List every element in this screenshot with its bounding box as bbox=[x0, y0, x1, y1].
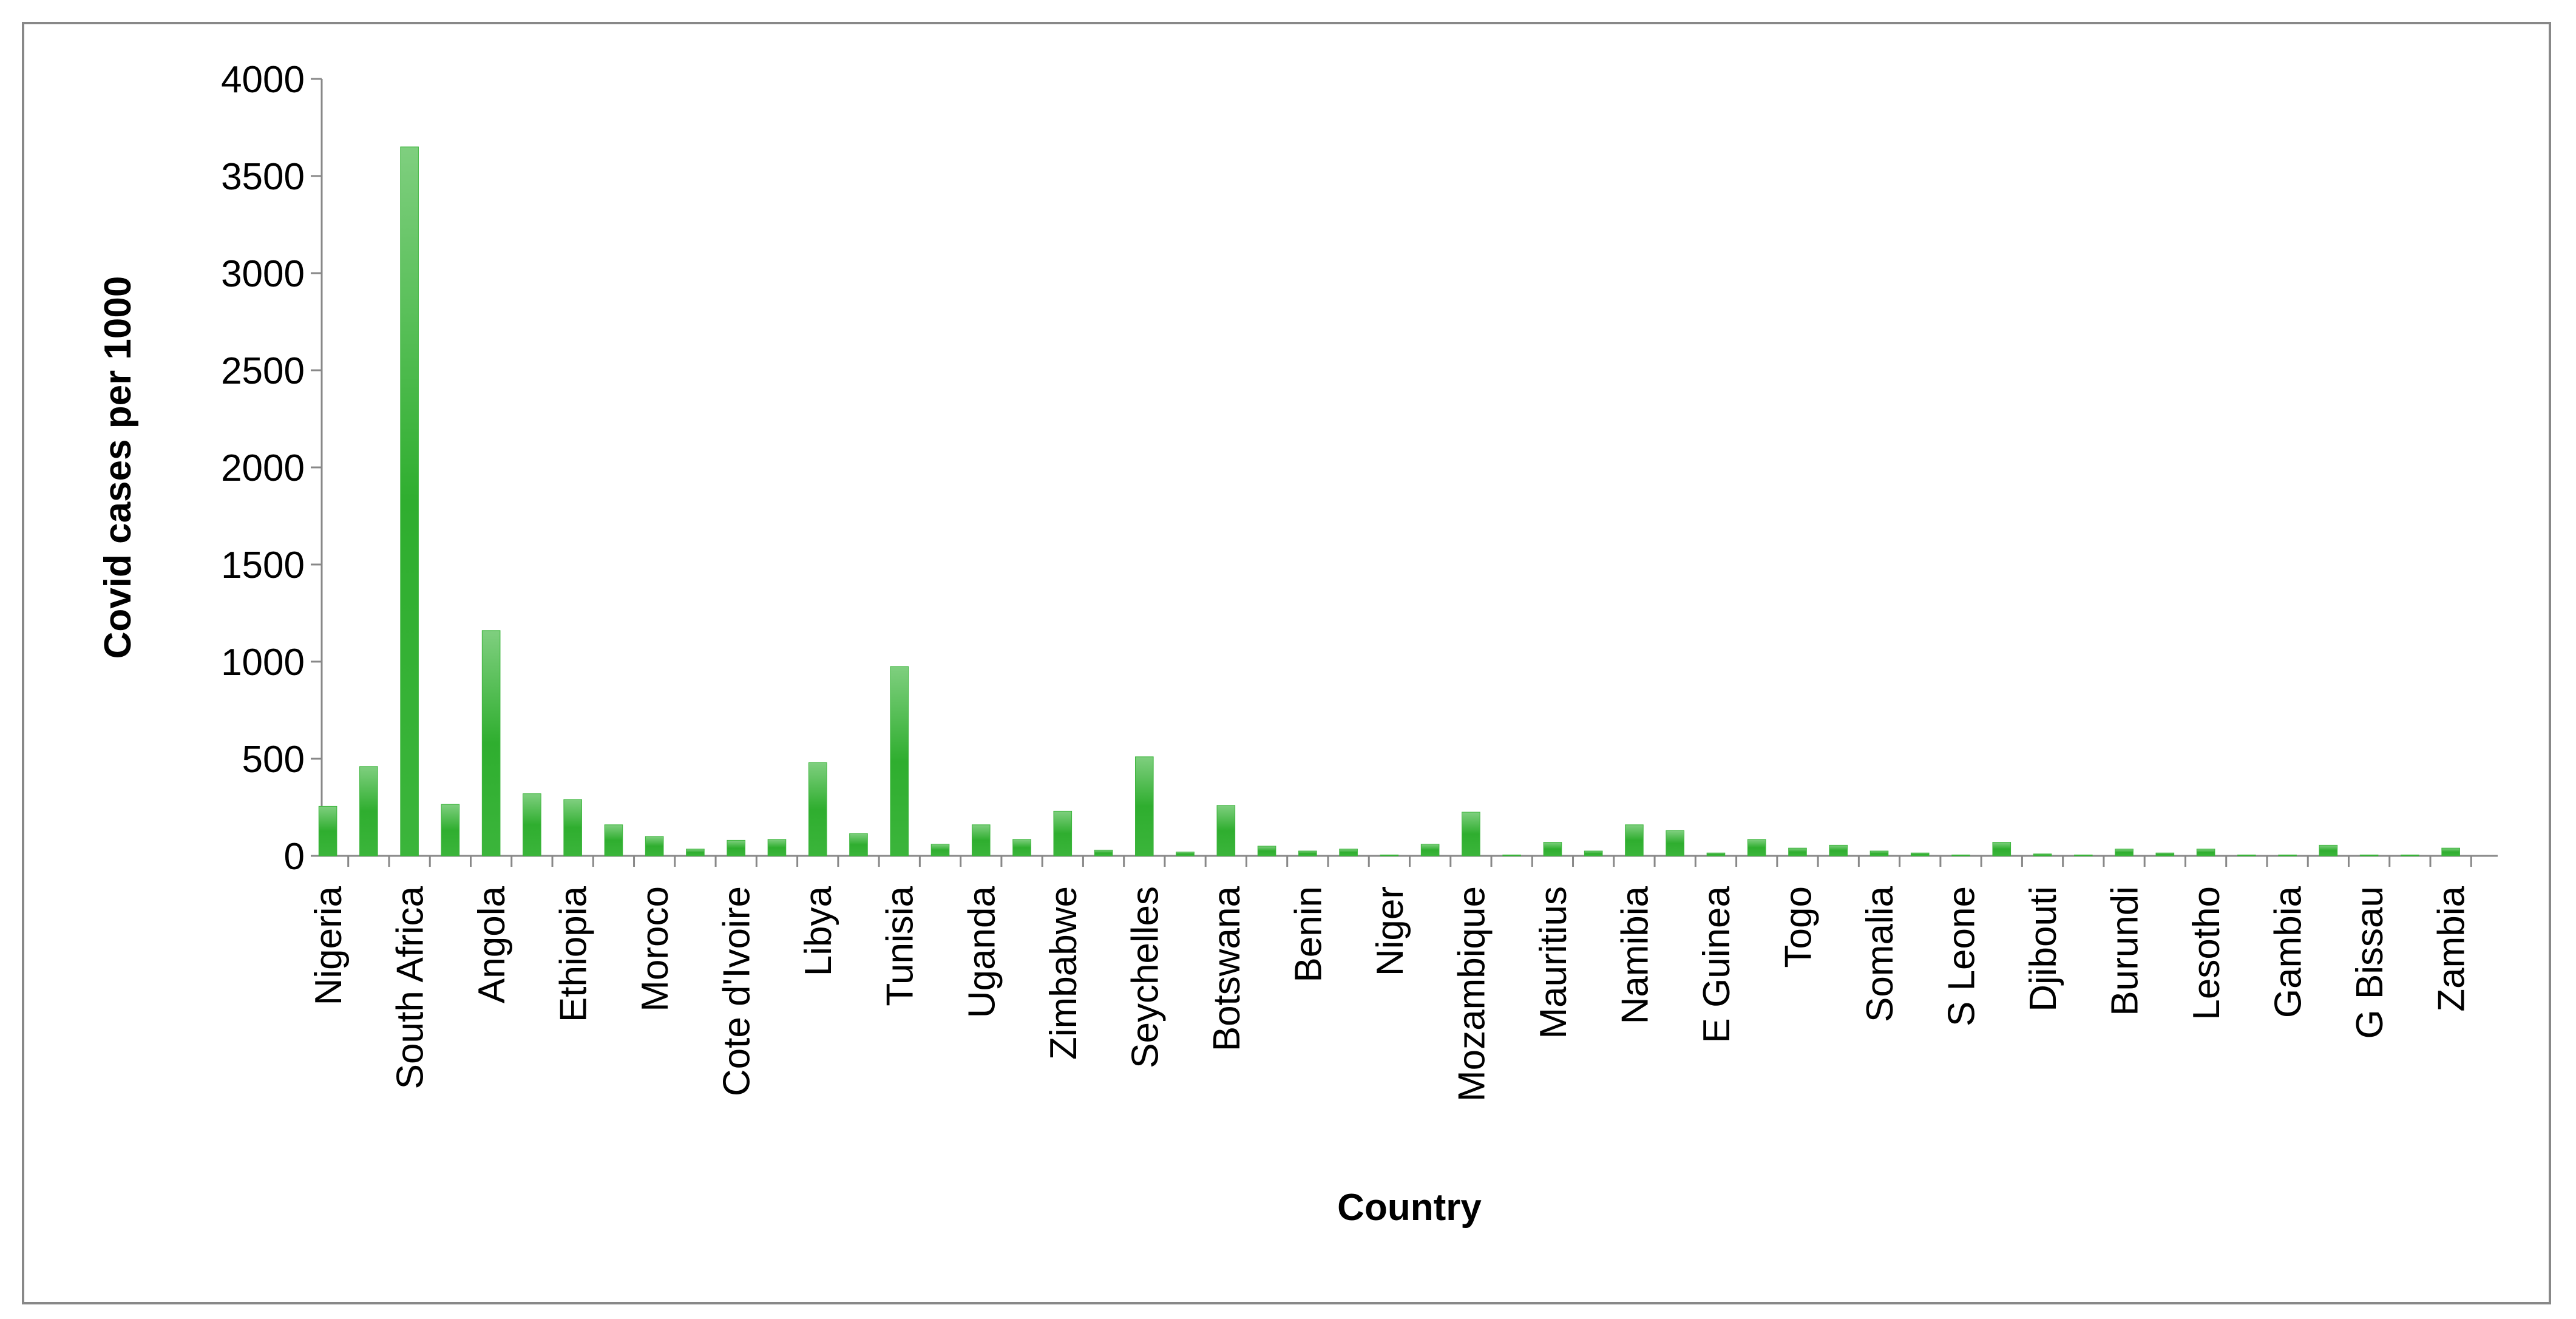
y-tick-label: 500 bbox=[242, 739, 305, 781]
bar bbox=[1135, 756, 1154, 856]
bar bbox=[930, 844, 950, 856]
bar bbox=[890, 666, 909, 856]
x-axis-title: Country bbox=[1337, 1187, 1482, 1229]
y-tick-label: 1000 bbox=[221, 642, 305, 683]
bar bbox=[1666, 830, 1684, 856]
bar bbox=[971, 824, 991, 856]
x-tick-label: E Guinea bbox=[1696, 886, 1738, 1043]
bar bbox=[1257, 846, 1276, 856]
x-tick-label: Tunisia bbox=[880, 886, 921, 1006]
bar bbox=[2196, 849, 2215, 856]
bar bbox=[1543, 842, 1562, 856]
x-tick-label: Burundi bbox=[2104, 886, 2146, 1016]
bar bbox=[523, 793, 541, 856]
bar bbox=[1053, 810, 1073, 856]
x-tick-label: Somalia bbox=[1859, 886, 1901, 1022]
x-tick-label: Mauritius bbox=[1533, 886, 1574, 1039]
bar bbox=[1094, 849, 1113, 856]
bar bbox=[2359, 854, 2379, 856]
x-tick-label: Ethiopia bbox=[553, 886, 595, 1022]
bar bbox=[1380, 854, 1399, 856]
bar bbox=[604, 824, 623, 856]
x-tick-label: Nigeria bbox=[308, 886, 350, 1005]
x-tick-label: Togo bbox=[1777, 886, 1819, 968]
bar bbox=[1462, 812, 1480, 856]
x-tick-label: Moroco bbox=[634, 886, 676, 1012]
bar bbox=[2401, 854, 2419, 856]
bar bbox=[1992, 842, 2012, 856]
bar bbox=[1910, 852, 1930, 856]
bar bbox=[849, 833, 868, 856]
bar bbox=[1584, 850, 1603, 856]
y-tick-label: 1500 bbox=[221, 544, 305, 586]
x-tick-label: Angola bbox=[471, 886, 513, 1003]
bar bbox=[1869, 850, 1889, 856]
bar bbox=[686, 849, 705, 856]
bar bbox=[1339, 849, 1358, 856]
bar bbox=[1298, 850, 1317, 856]
bar bbox=[563, 799, 582, 856]
y-tick-label: 4000 bbox=[221, 59, 305, 101]
y-tick-label: 2000 bbox=[221, 447, 305, 489]
bar bbox=[1012, 839, 1031, 856]
bar bbox=[1747, 839, 1766, 856]
bar bbox=[1829, 844, 1848, 856]
x-tick-label: Djibouti bbox=[2022, 886, 2064, 1012]
bar bbox=[2441, 847, 2460, 856]
bar bbox=[1420, 844, 1440, 856]
x-tick-label: Uganda bbox=[961, 886, 1003, 1018]
y-tick-label: 2500 bbox=[221, 350, 305, 392]
x-tick-label: Zimbabwe bbox=[1043, 886, 1085, 1060]
bar bbox=[2155, 852, 2175, 856]
x-tick-label: Cote d'Ivoire bbox=[716, 886, 758, 1096]
bar bbox=[1706, 852, 1726, 856]
x-tick-label: Libya bbox=[798, 886, 839, 976]
chart-frame bbox=[22, 22, 2551, 1304]
x-tick-label: Namibia bbox=[1614, 886, 1656, 1024]
x-tick-label: Gambia bbox=[2268, 886, 2310, 1018]
bar bbox=[2033, 853, 2052, 856]
bar bbox=[2074, 854, 2093, 856]
bar bbox=[1216, 805, 1236, 856]
bar bbox=[318, 805, 337, 856]
x-tick-label: S Leone bbox=[1941, 886, 1983, 1026]
bar bbox=[767, 839, 787, 856]
bar bbox=[2319, 844, 2338, 856]
bar bbox=[441, 804, 460, 856]
x-tick-label: Lesotho bbox=[2186, 886, 2228, 1020]
x-tick-label: Niger bbox=[1369, 886, 1411, 976]
bar bbox=[481, 630, 501, 856]
y-tick-label: 3500 bbox=[221, 156, 305, 198]
bar bbox=[359, 766, 378, 856]
bar bbox=[808, 762, 827, 856]
bar bbox=[1951, 854, 1970, 856]
bar bbox=[2115, 849, 2134, 856]
x-tick-label: Seychelles bbox=[1124, 886, 1166, 1068]
x-tick-label: Mozambique bbox=[1451, 886, 1493, 1102]
y-tick-label: 0 bbox=[284, 836, 305, 878]
x-tick-label: Botswana bbox=[1206, 886, 1248, 1051]
bar bbox=[1788, 847, 1807, 856]
bar bbox=[1625, 824, 1644, 856]
bar bbox=[2278, 854, 2297, 856]
bar bbox=[2237, 854, 2256, 856]
bar bbox=[1176, 852, 1195, 856]
y-axis-title: Covid cases per 1000 bbox=[97, 276, 139, 659]
bar bbox=[400, 146, 419, 856]
bar bbox=[645, 836, 664, 856]
x-tick-label: South Africa bbox=[390, 886, 432, 1089]
bar bbox=[1502, 854, 1521, 856]
bar bbox=[727, 839, 745, 856]
x-tick-label: Zambia bbox=[2431, 886, 2473, 1011]
x-tick-label: Benin bbox=[1287, 886, 1329, 983]
x-tick-label: G Bissau bbox=[2349, 886, 2391, 1039]
y-tick-label: 3000 bbox=[221, 253, 305, 295]
